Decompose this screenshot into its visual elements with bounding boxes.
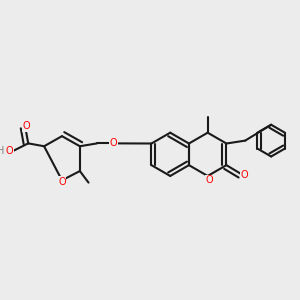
Text: O: O [205,175,213,185]
Text: H: H [0,146,4,156]
Text: O: O [58,177,66,187]
Text: O: O [110,138,117,148]
Text: O: O [23,121,31,131]
Text: O: O [241,170,248,180]
Text: O: O [6,146,13,156]
